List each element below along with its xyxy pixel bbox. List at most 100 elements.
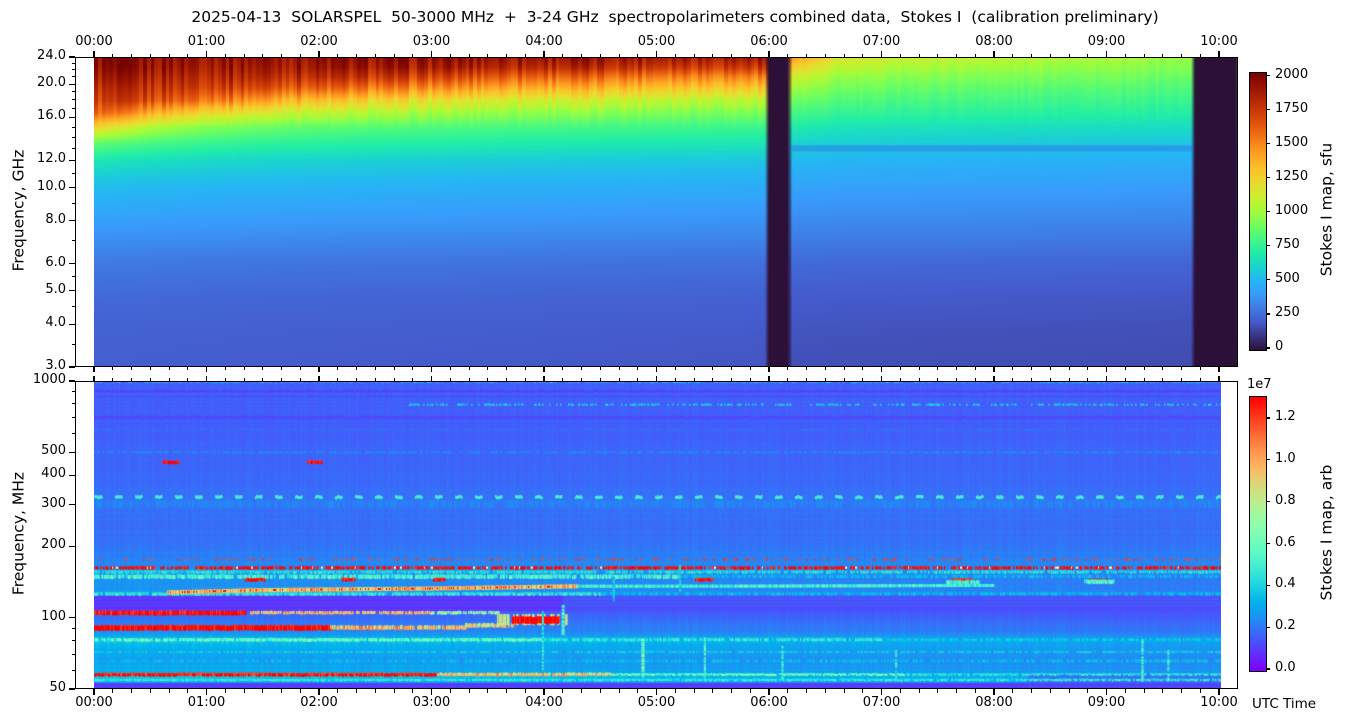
bottom-time-minor-tick [862, 378, 864, 381]
top-time-minor-tick [262, 367, 264, 370]
top-y-tick-label: 12.0 [37, 151, 66, 167]
bottom-time-minor-tick [506, 378, 507, 381]
top-time-minor-tick [562, 367, 564, 370]
top-y-tick [69, 263, 75, 265]
bottom-time-minor-tick [374, 689, 376, 693]
bottom-time-tick [543, 376, 545, 381]
bottom-colorbar-label: Stokes I map, arb [1317, 464, 1336, 601]
bottom-time-minor-tick [581, 689, 582, 693]
bottom-colorbar-tick-label: 0.6 [1275, 534, 1296, 550]
top-time-minor-tick [524, 53, 526, 57]
top-time-minor-tick [637, 367, 639, 370]
bottom-colorbar-tick [1266, 584, 1270, 586]
top-time-minor-tick [806, 367, 807, 370]
top-time-tick [655, 367, 658, 372]
bottom-time-tick [543, 689, 545, 695]
bottom-y-tick-label: 300 [41, 495, 66, 511]
top-time-tick-label: 10:00 [1200, 34, 1238, 49]
top-colorbar-tick-label: 1250 [1275, 168, 1309, 184]
bottom-time-minor-tick [1068, 378, 1070, 381]
top-time-minor-tick [468, 53, 470, 57]
top-time-minor-tick [374, 367, 376, 370]
top-time-tick-label: 03:00 [412, 34, 451, 49]
bottom-y-tick [69, 688, 75, 690]
bottom-colorbar-tick-label: 0.0 [1275, 660, 1296, 675]
bottom-time-minor-tick [899, 689, 901, 693]
top-y-tick [69, 290, 75, 292]
top-y-minor-tick [71, 107, 75, 109]
top-time-minor-tick [1199, 367, 1201, 370]
top-time-minor-tick [862, 53, 864, 57]
bottom-time-tick [318, 376, 320, 381]
top-time-minor-tick [918, 367, 920, 370]
top-y-tick-label: 24.0 [37, 48, 66, 63]
bottom-time-minor-tick [412, 689, 414, 693]
top-colorbar-tick [1266, 211, 1270, 213]
bottom-y-tick [69, 617, 75, 619]
bottom-time-minor-tick [524, 689, 526, 693]
top-y-minor-tick [71, 306, 75, 308]
top-time-minor-tick [262, 53, 264, 57]
bottom-time-minor-tick [974, 378, 976, 381]
top-time-minor-tick [187, 53, 189, 57]
top-colorbar-tick [1266, 177, 1270, 179]
bottom-time-minor-tick [112, 378, 114, 381]
top-time-minor-tick [112, 53, 114, 57]
bottom-y-tick-label: 400 [41, 466, 66, 482]
utc-time-label: UTC Time [1252, 696, 1317, 712]
bottom-time-minor-tick [1012, 378, 1014, 381]
bottom-time-minor-tick [168, 689, 170, 693]
top-y-tick-label: 20.0 [37, 75, 66, 91]
top-colorbar-tick-label: 250 [1275, 304, 1300, 320]
top-time-minor-tick [299, 367, 301, 370]
bottom-time-minor-tick [918, 378, 920, 381]
bottom-time-tick [768, 376, 770, 381]
top-time-minor-tick [506, 53, 507, 57]
top-time-minor-tick [674, 367, 676, 370]
top-time-tick-label: 07:00 [862, 34, 901, 49]
top-time-minor-tick [974, 367, 976, 370]
top-time-minor-tick [1049, 367, 1051, 370]
top-time-minor-tick [1181, 367, 1182, 370]
top-time-minor-tick [731, 367, 732, 370]
top-y-minor-tick [71, 99, 75, 101]
bottom-time-tick [993, 689, 995, 695]
bottom-y-tick-label: 500 [41, 443, 66, 459]
bottom-colorbar-tick-label: 0.4 [1275, 576, 1296, 592]
bottom-y-tick [69, 451, 75, 453]
bottom-time-minor-tick [524, 378, 526, 381]
bottom-y-tick-label: 50 [49, 680, 66, 695]
top-time-minor-tick [149, 53, 151, 57]
bottom-colorbar-tick [1266, 501, 1270, 503]
bottom-time-tick-label: 02:00 [300, 695, 338, 710]
top-time-tick [205, 51, 208, 57]
bottom-time-minor-tick [1199, 689, 1201, 693]
bottom-time-tick [655, 376, 658, 381]
bottom-time-minor-tick [356, 378, 357, 381]
bottom-time-tick [655, 689, 658, 695]
bottom-time-minor-tick [1162, 378, 1164, 381]
top-time-minor-tick [243, 367, 245, 370]
bottom-y-axis-label: Frequency, MHz [9, 471, 28, 596]
top-time-tick [1105, 367, 1108, 372]
bottom-y-minor-tick [71, 669, 75, 671]
top-colorbar-tick [1266, 245, 1270, 247]
bottom-time-minor-tick [787, 378, 789, 381]
top-time-minor-tick [1124, 367, 1126, 370]
top-time-minor-tick [618, 367, 620, 370]
top-time-minor-tick [112, 367, 114, 370]
top-time-minor-tick [862, 367, 864, 370]
bottom-time-minor-tick [487, 689, 489, 693]
top-time-minor-tick [899, 53, 901, 57]
bottom-time-minor-tick [112, 689, 114, 693]
bottom-time-tick-label: 06:00 [750, 695, 788, 710]
top-colorbar-tick-label: 750 [1275, 236, 1300, 252]
bottom-time-minor-tick [937, 378, 939, 381]
top-y-minor-tick [71, 136, 75, 138]
top-y-tick [69, 366, 75, 368]
top-time-minor-tick [581, 367, 582, 370]
top-y-tick-label: 5.0 [45, 281, 66, 297]
bottom-y-minor-tick [71, 628, 75, 630]
top-spectrogram-canvas [94, 57, 1238, 367]
bottom-time-tick [880, 689, 883, 695]
